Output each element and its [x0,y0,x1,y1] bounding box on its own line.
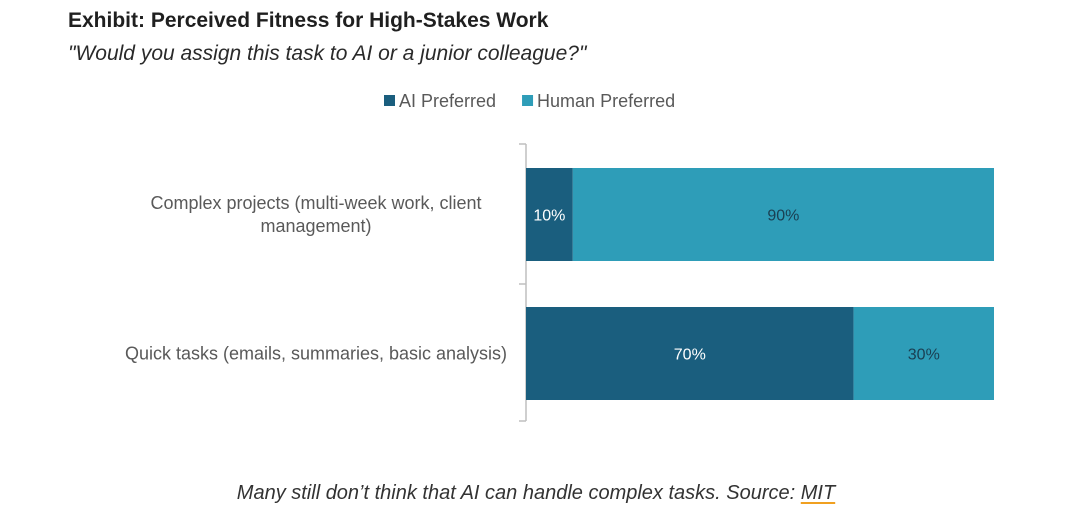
category-label-line: Quick tasks (emails, summaries, basic an… [125,344,507,364]
bar-0-1 [572,168,994,261]
data-label-0-1: 90% [767,208,799,225]
data-label-1-0: 70% [674,347,706,364]
chart-legend: AI Preferred Human Preferred [384,91,675,111]
stacked-bar-chart: AI Preferred Human Preferred Complex proj… [125,91,994,422]
data-labels: 10% 90% 70% 30% [533,208,939,364]
chart-title: Exhibit: Perceived Fitness for High-Stak… [68,9,549,32]
bar-1-1 [853,307,994,400]
data-label-0-0: 10% [533,208,565,225]
legend-label-1: Human Preferred [537,91,675,111]
legend-swatch-0 [384,95,395,106]
legend-swatch-1 [522,95,534,106]
source-link[interactable]: MIT [800,482,836,504]
category-label-1: Quick tasks (emails, summaries, basic an… [125,344,507,364]
category-label-line: Complex projects (multi-week work, clien… [150,193,481,213]
legend-label-0: AI Preferred [399,91,496,111]
bar-0-0 [526,168,573,261]
data-label-1-1: 30% [908,347,940,364]
bars [526,168,994,400]
category-label-line: management) [260,216,371,236]
bar-1-0 [526,307,854,400]
caption: Many still don’t think that AI can handl… [0,482,1072,505]
chart-subtitle: "Would you assign this task to AI or a j… [68,42,587,65]
category-labels: Complex projects (multi-week work, clien… [125,193,507,364]
caption-text: Many still don’t think that AI can handl… [236,482,801,504]
category-axis [519,143,527,422]
category-label-0: Complex projects (multi-week work, clien… [150,193,481,236]
